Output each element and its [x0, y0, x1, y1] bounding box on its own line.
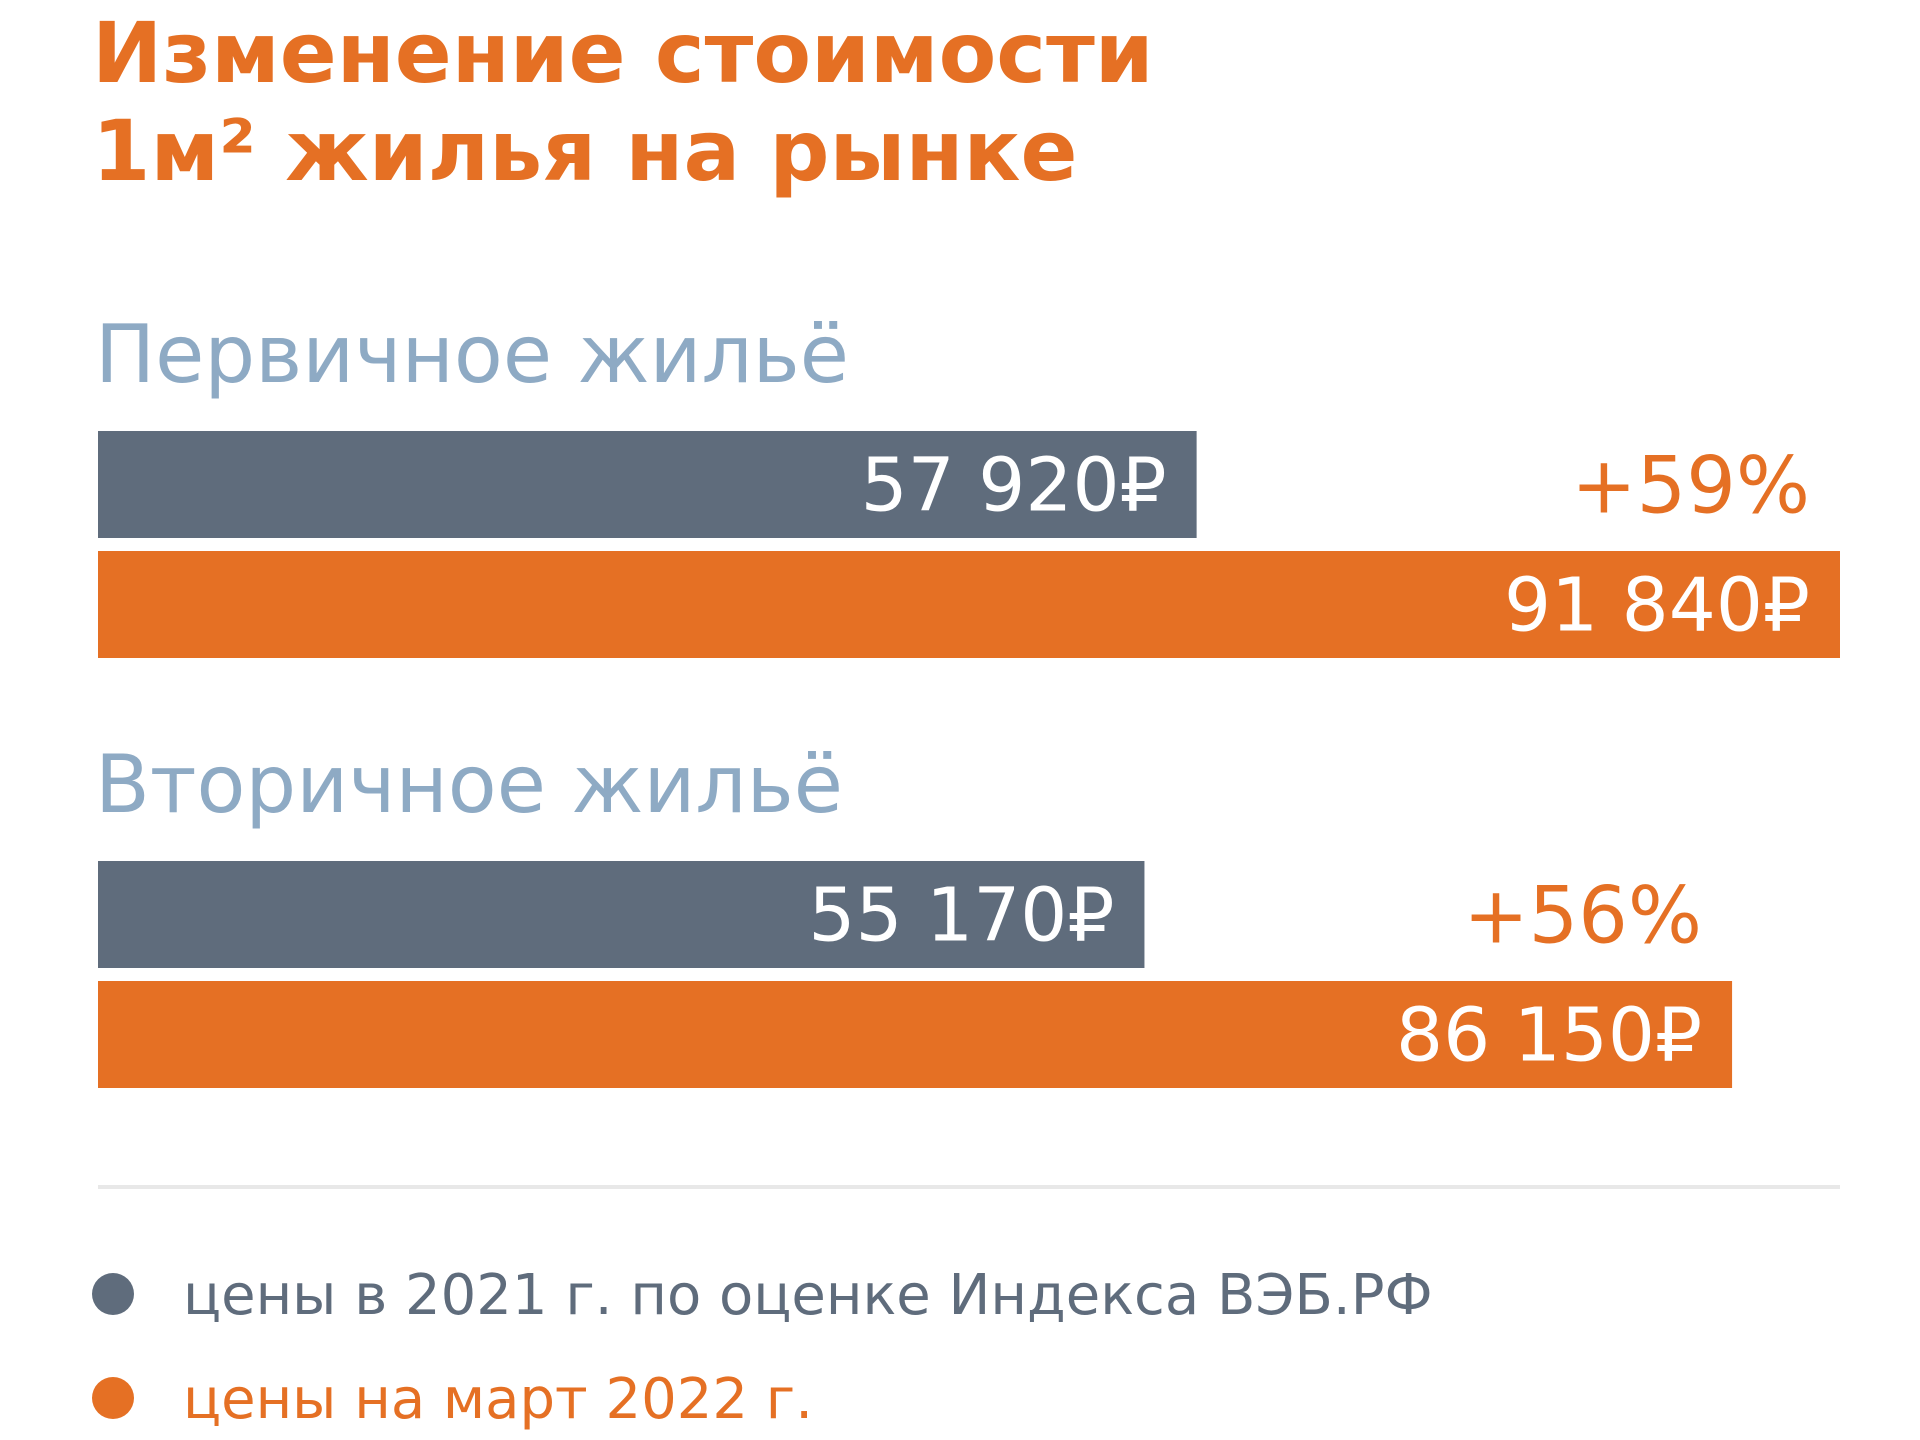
category-label: Первичное жильё — [95, 308, 849, 401]
bar — [98, 551, 1840, 658]
legend-swatch — [92, 1377, 134, 1419]
legend-swatch — [92, 1273, 134, 1315]
legend: цены в 2021 г. по оценке Индекса ВЭБ.РФ ц… — [92, 1263, 1433, 1432]
change-percent-label: +56% — [1463, 872, 1702, 962]
category-label: Вторичное жильё — [95, 738, 843, 831]
bar-value-label: 57 920₽ — [861, 443, 1167, 529]
bar-value-label: 91 840₽ — [1504, 563, 1810, 649]
bar-value-label: 55 170₽ — [808, 873, 1114, 959]
change-percent-label: +59% — [1571, 442, 1810, 532]
chart-title-line-2: 1м² жилья на рынке — [92, 102, 1077, 200]
bar-value-label: 86 150₽ — [1396, 993, 1702, 1079]
bar — [98, 981, 1733, 1088]
bar — [98, 861, 1145, 968]
bar — [98, 431, 1197, 538]
chart-title-line-1: Изменение стоимости — [92, 4, 1154, 102]
legend-label: цены на март 2022 г. — [183, 1367, 813, 1432]
legend-label: цены в 2021 г. по оценке Индекса ВЭБ.РФ — [183, 1263, 1433, 1328]
